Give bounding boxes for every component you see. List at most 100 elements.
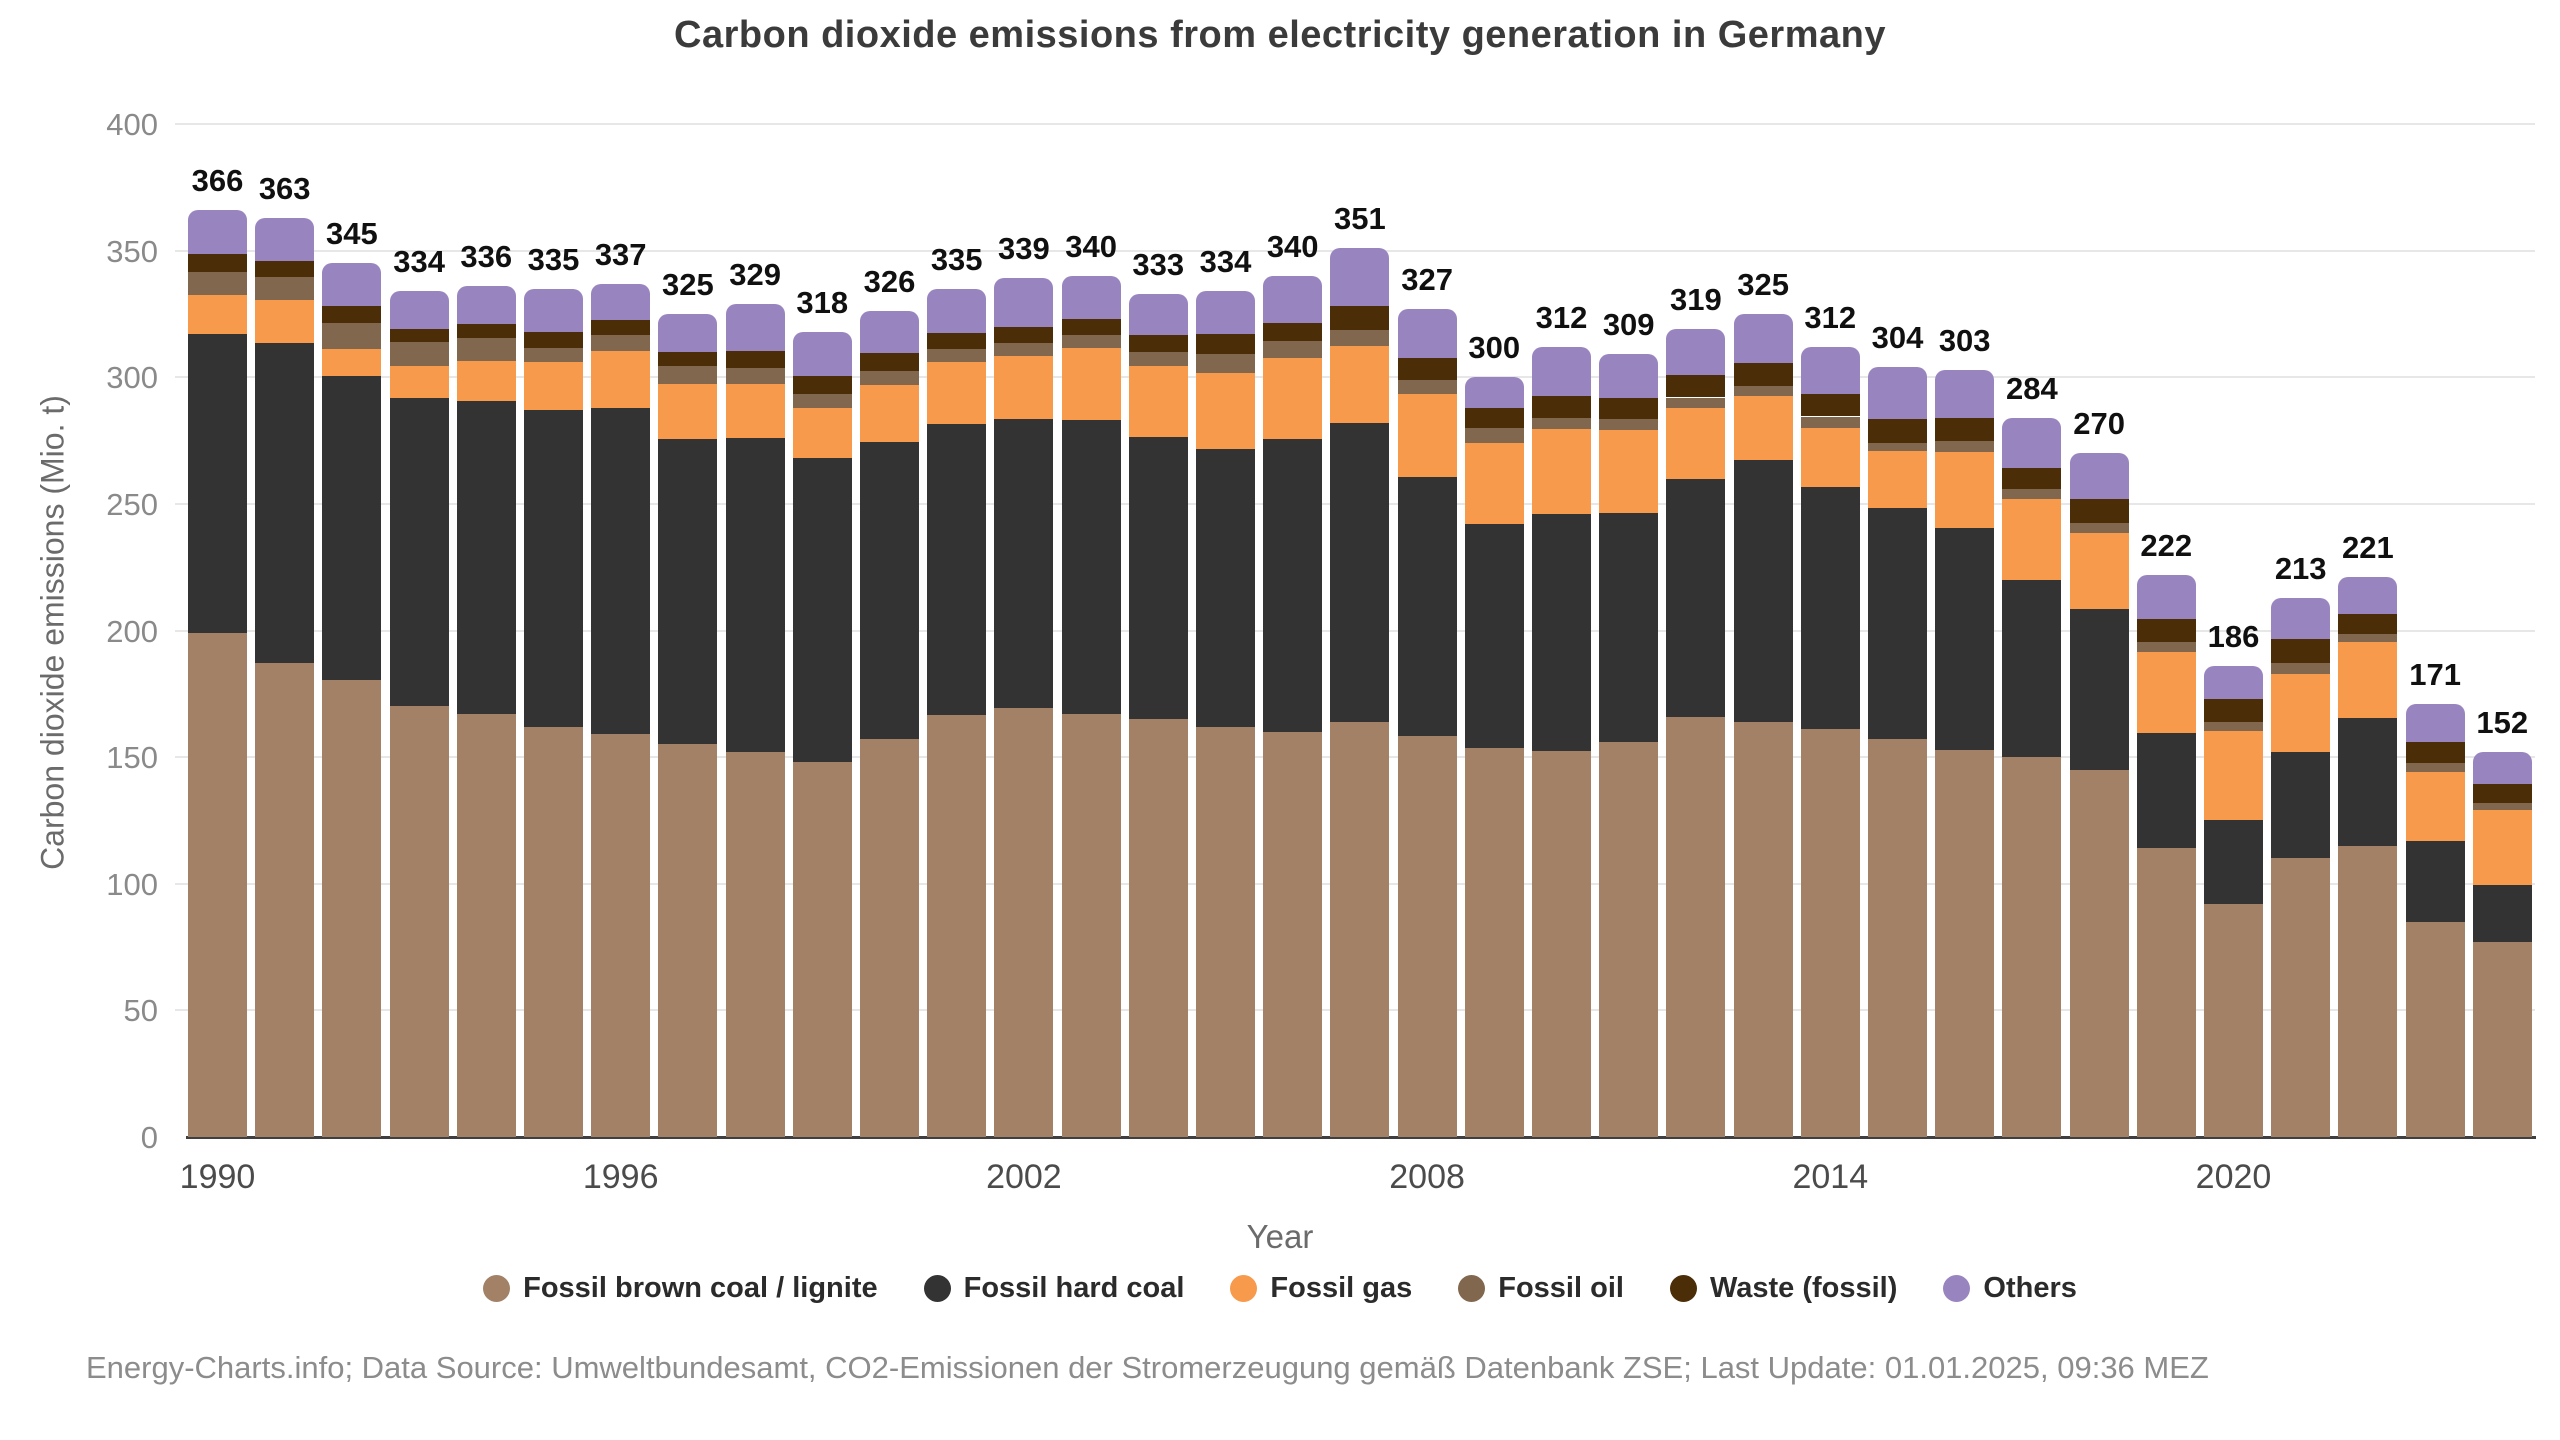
bar-segment-2007-fossil-gas[interactable] (1330, 345, 1390, 423)
bar-segment-2021-fossil-gas[interactable] (2271, 673, 2331, 753)
bar-segment-2015-waste-fossil[interactable] (1868, 419, 1927, 444)
bar-segment-2006-waste-fossil[interactable] (1263, 322, 1323, 341)
bar-segment-1998-fossil-gas[interactable] (725, 383, 785, 439)
bar-segment-2016-others[interactable] (1935, 369, 1995, 418)
bar-segment-1997-fossil-oil[interactable] (658, 365, 718, 384)
bar-segment-2013-fossil-hard-coal[interactable] (1733, 459, 1793, 722)
bar-segment-2024-waste-fossil[interactable] (2472, 783, 2532, 803)
bar-segment-2002-waste-fossil[interactable] (994, 326, 1054, 344)
bar-segment-1998-fossil-brown-coal-lignite[interactable] (725, 752, 785, 1137)
bar-segment-2004-fossil-oil[interactable] (1128, 351, 1188, 366)
bar-segment-2019-others[interactable] (2136, 574, 2196, 620)
bar-segment-1994-fossil-brown-coal-lignite[interactable] (456, 714, 516, 1137)
bar-segment-2011-waste-fossil[interactable] (1599, 397, 1659, 420)
bar-segment-1993-fossil-gas[interactable] (389, 365, 449, 398)
bar-segment-2013-others[interactable] (1733, 313, 1793, 364)
bar-segment-1997-fossil-gas[interactable] (658, 383, 718, 440)
bar-segment-2011-fossil-brown-coal-lignite[interactable] (1599, 741, 1659, 1137)
bar-segment-1998-others[interactable] (725, 303, 785, 351)
legend-item-others[interactable]: Others (1943, 1272, 2077, 1305)
bar-segment-2003-fossil-brown-coal-lignite[interactable] (1061, 714, 1121, 1137)
bar-segment-2010-fossil-brown-coal-lignite[interactable] (1532, 750, 1591, 1137)
bar-segment-2017-fossil-gas[interactable] (2002, 498, 2062, 580)
bar-segment-2000-fossil-brown-coal-lignite[interactable] (860, 739, 919, 1137)
bar-segment-2009-waste-fossil[interactable] (1464, 407, 1524, 428)
bar-segment-2021-fossil-hard-coal[interactable] (2271, 752, 2331, 859)
bar-segment-2014-others[interactable] (1800, 346, 1860, 394)
bar-segment-2011-fossil-gas[interactable] (1599, 430, 1659, 513)
bar-segment-2001-fossil-hard-coal[interactable] (927, 424, 987, 716)
bar-segment-2006-fossil-hard-coal[interactable] (1263, 439, 1323, 732)
bar-segment-2022-fossil-gas[interactable] (2338, 641, 2398, 718)
bar-segment-2000-fossil-gas[interactable] (860, 384, 919, 442)
bar-segment-1993-others[interactable] (389, 291, 449, 330)
bar-segment-2006-others[interactable] (1263, 275, 1323, 323)
bar-segment-2024-fossil-brown-coal-lignite[interactable] (2472, 941, 2532, 1137)
bar-segment-2020-others[interactable] (2204, 665, 2263, 699)
bar-segment-1991-fossil-gas[interactable] (255, 300, 315, 344)
bar-segment-2024-others[interactable] (2472, 752, 2532, 784)
bar-segment-2021-fossil-brown-coal-lignite[interactable] (2271, 858, 2331, 1137)
bar-segment-1993-fossil-oil[interactable] (389, 341, 449, 366)
bar-segment-2021-waste-fossil[interactable] (2271, 639, 2331, 664)
bar-segment-1992-waste-fossil[interactable] (322, 306, 382, 323)
bar-segment-2015-fossil-brown-coal-lignite[interactable] (1868, 739, 1927, 1137)
bar-segment-2003-others[interactable] (1061, 275, 1121, 319)
bar-segment-2015-fossil-gas[interactable] (1868, 450, 1927, 508)
bar-segment-2003-fossil-hard-coal[interactable] (1061, 420, 1121, 715)
bar-segment-2004-fossil-gas[interactable] (1128, 365, 1188, 437)
bar-segment-2010-fossil-hard-coal[interactable] (1532, 514, 1591, 751)
bar-segment-2020-fossil-hard-coal[interactable] (2204, 820, 2263, 904)
bar-segment-1995-fossil-gas[interactable] (524, 362, 583, 411)
bar-segment-2013-fossil-brown-coal-lignite[interactable] (1733, 721, 1793, 1137)
bar-segment-2005-fossil-gas[interactable] (1196, 373, 1255, 450)
bar-segment-2022-fossil-oil[interactable] (2338, 634, 2398, 642)
bar-segment-2005-others[interactable] (1196, 291, 1255, 335)
bar-segment-1996-fossil-gas[interactable] (591, 350, 651, 408)
bar-segment-2015-others[interactable] (1868, 367, 1927, 420)
bar-segment-2023-others[interactable] (2405, 703, 2465, 742)
bar-segment-2019-fossil-oil[interactable] (2136, 641, 2196, 653)
bar-segment-2000-waste-fossil[interactable] (860, 353, 919, 371)
bar-segment-1994-fossil-oil[interactable] (456, 337, 516, 361)
bar-segment-1996-fossil-brown-coal-lignite[interactable] (591, 734, 651, 1137)
bar-segment-2001-fossil-brown-coal-lignite[interactable] (927, 715, 987, 1137)
bar-segment-1990-fossil-hard-coal[interactable] (188, 334, 247, 634)
bar-segment-1998-waste-fossil[interactable] (725, 350, 785, 369)
bar-segment-2023-waste-fossil[interactable] (2405, 741, 2465, 764)
bar-segment-2004-waste-fossil[interactable] (1128, 335, 1188, 352)
bar-segment-1992-fossil-gas[interactable] (322, 349, 382, 376)
bar-segment-2017-fossil-oil[interactable] (2002, 488, 2062, 499)
bar-segment-2008-fossil-gas[interactable] (1397, 393, 1457, 478)
bar-segment-1995-fossil-brown-coal-lignite[interactable] (524, 726, 583, 1137)
bar-segment-1991-fossil-hard-coal[interactable] (255, 343, 315, 664)
legend-item-waste-fossil[interactable]: Waste (fossil) (1669, 1272, 1897, 1305)
bar-segment-1999-fossil-oil[interactable] (792, 393, 852, 408)
bar-segment-1997-fossil-brown-coal-lignite[interactable] (658, 744, 718, 1137)
bar-segment-2012-others[interactable] (1666, 329, 1726, 375)
bar-segment-1997-others[interactable] (658, 313, 718, 352)
bar-segment-2007-waste-fossil[interactable] (1330, 306, 1390, 331)
bar-segment-1993-fossil-brown-coal-lignite[interactable] (389, 706, 449, 1137)
bar-segment-2019-fossil-brown-coal-lignite[interactable] (2136, 848, 2196, 1137)
bar-segment-2009-others[interactable] (1464, 377, 1524, 408)
bar-segment-2013-fossil-oil[interactable] (1733, 386, 1793, 397)
bar-segment-2022-fossil-brown-coal-lignite[interactable] (2338, 845, 2398, 1137)
bar-segment-2008-waste-fossil[interactable] (1397, 358, 1457, 380)
bar-segment-2004-fossil-brown-coal-lignite[interactable] (1128, 719, 1188, 1137)
bar-segment-2008-fossil-brown-coal-lignite[interactable] (1397, 735, 1457, 1137)
bar-segment-2001-fossil-oil[interactable] (927, 349, 987, 363)
bar-segment-2016-fossil-oil[interactable] (1935, 440, 1995, 452)
bar-segment-2019-fossil-gas[interactable] (2136, 652, 2196, 734)
bar-segment-2017-waste-fossil[interactable] (2002, 468, 2062, 489)
legend-item-fossil-oil[interactable]: Fossil oil (1458, 1272, 1624, 1305)
bar-segment-1996-waste-fossil[interactable] (591, 320, 651, 336)
bar-segment-2024-fossil-hard-coal[interactable] (2472, 885, 2532, 942)
bar-segment-1998-fossil-hard-coal[interactable] (725, 438, 785, 753)
bar-segment-2008-fossil-oil[interactable] (1397, 379, 1457, 394)
bar-segment-1992-fossil-oil[interactable] (322, 322, 382, 350)
bar-segment-2018-fossil-brown-coal-lignite[interactable] (2069, 769, 2129, 1137)
bar-segment-2021-fossil-oil[interactable] (2271, 663, 2331, 674)
bar-segment-2012-waste-fossil[interactable] (1666, 374, 1726, 398)
bar-segment-2018-fossil-hard-coal[interactable] (2069, 608, 2129, 770)
